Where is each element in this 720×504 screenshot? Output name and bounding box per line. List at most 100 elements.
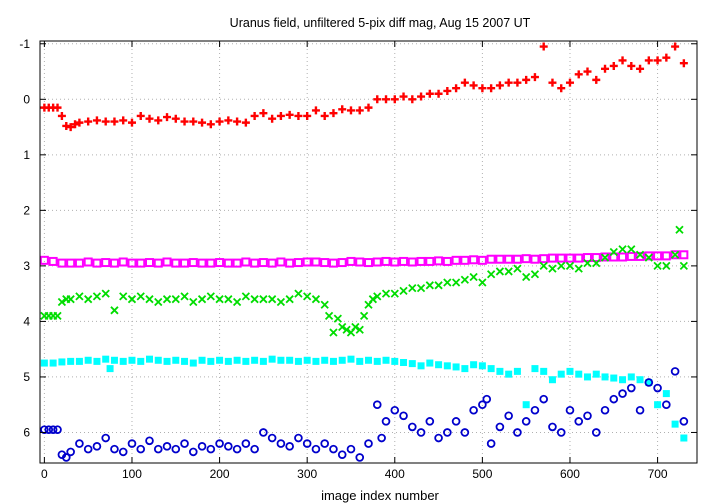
circle-marker [662,400,671,409]
square-marker [679,250,689,260]
x-tick-label: 400 [385,467,405,481]
square-marker [83,257,93,267]
x-marker [443,278,452,287]
square-marker [328,258,338,268]
square-marker [258,258,268,268]
square-marker [163,357,171,365]
plus-marker [189,117,198,126]
plus-marker [417,92,426,101]
x-marker [390,289,399,298]
y-tick-label: 6 [23,425,30,439]
square-marker [400,358,408,366]
circle-marker [215,439,224,448]
x-marker [399,286,408,296]
square-marker [584,373,591,381]
square-marker [539,254,549,264]
square-marker [320,258,330,268]
circle-marker [670,367,680,376]
y-tick-label: 4 [23,314,30,328]
square-marker [486,254,496,264]
circle-marker [407,422,417,432]
square-marker [452,363,460,371]
x-marker [618,245,627,254]
circle-marker [626,383,636,393]
square-marker [530,254,540,264]
circle-marker [206,444,216,454]
plus-marker [565,78,574,87]
circle-marker [364,439,373,448]
square-marker [635,251,645,261]
x-marker [679,261,688,271]
square-marker [233,356,241,364]
plus-marker [71,120,80,129]
square-marker [372,257,382,267]
circle-marker [618,389,627,398]
square-marker [338,356,346,364]
x-marker [241,292,250,301]
circle-marker [478,400,487,409]
square-marker [101,258,111,268]
x-marker [66,295,75,304]
plus-marker [504,78,513,87]
x-marker [351,322,360,332]
square-marker [146,355,153,363]
x-marker [565,261,575,271]
plus-marker [53,103,62,112]
square-marker [461,365,469,373]
x-marker [522,272,531,282]
square-marker [513,367,521,375]
y-tick-label: 5 [23,370,30,384]
x-marker [359,311,369,320]
circle-marker [250,444,259,454]
square-marker [153,258,163,268]
plus-marker [285,110,294,119]
square-marker [58,358,66,366]
square-marker [512,254,522,264]
x-marker [425,281,434,290]
plus-marker [539,42,548,51]
x-marker [294,289,303,298]
square-marker [137,357,145,365]
square-marker [277,356,285,364]
x-tick-label: 500 [472,467,492,481]
square-marker [329,357,337,365]
x-marker [635,250,645,259]
square-marker [435,361,443,369]
plus-marker [92,116,101,125]
x-tick-label: 0 [41,467,48,481]
plus-marker [303,111,312,120]
x-marker [180,292,189,301]
x-axis-label: image index number [321,488,439,503]
plus-marker [355,106,364,115]
circle-marker [679,417,689,426]
plus-marker [574,70,583,79]
square-marker [636,376,644,384]
x-marker [574,264,583,273]
square-marker [390,257,400,267]
circle-marker [101,433,110,443]
square-marker [671,420,679,428]
x-marker [215,295,224,304]
square-marker [661,251,671,261]
plus-marker [311,106,320,115]
x-marker [487,270,496,279]
plus-marker [57,111,66,120]
plus-marker [478,84,487,93]
x-tick-label: 600 [560,467,580,481]
x-marker [670,250,680,259]
square-marker [583,253,592,263]
x-marker [504,267,513,276]
x-marker [548,264,557,273]
circle-marker [653,383,662,393]
circle-marker [294,433,303,443]
y-tick-label: 3 [23,259,30,273]
x-marker [154,297,163,307]
square-marker [223,258,233,268]
plus-marker [408,95,417,104]
x-marker [119,292,128,301]
square-marker [645,378,653,386]
square-marker [627,373,635,381]
plus-marker [469,81,478,90]
x-marker [171,295,180,304]
x-marker [250,295,259,304]
